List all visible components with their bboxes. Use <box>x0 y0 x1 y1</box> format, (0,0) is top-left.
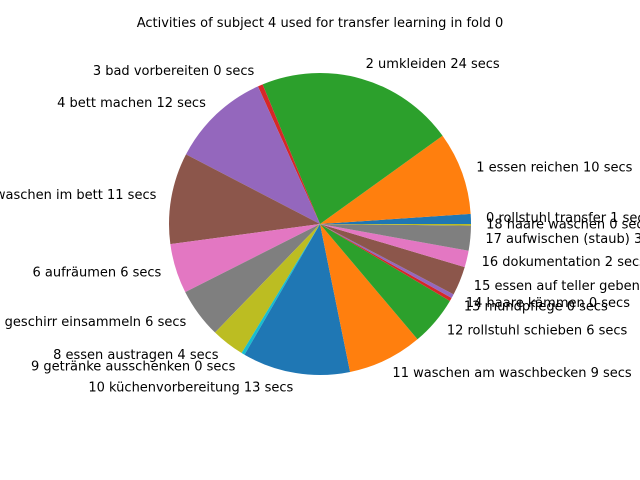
pie-slice-14 <box>320 224 454 299</box>
pie-slice-12 <box>320 224 450 340</box>
pie-slice-18 <box>320 224 471 226</box>
pie-label-17: 17 aufwischen (staub) 3 secs <box>485 232 640 247</box>
pie-slice-1 <box>320 135 471 224</box>
pie-label-6: 6 aufräumen 6 secs <box>32 266 161 281</box>
pie-slice-9 <box>241 224 320 355</box>
pie-slice-15 <box>320 224 465 295</box>
pie-slice-0 <box>320 213 471 224</box>
pie-slice-17 <box>320 224 471 251</box>
pie-slice-5 <box>169 154 320 245</box>
pie-label-12: 12 rollstuhl schieben 6 secs <box>447 324 628 339</box>
pie-label-9: 9 getränke ausschenken 0 secs <box>31 359 236 374</box>
pie-slices <box>169 73 471 375</box>
pie-slice-7 <box>185 224 320 333</box>
pie-labels: 0 rollstuhl transfer 1 secs 1 essen reich… <box>0 57 640 396</box>
pie-label-10: 10 küchenvorbereitung 13 secs <box>88 380 293 395</box>
pie-label-0: 0 rollstuhl transfer 1 secs <box>486 211 640 226</box>
pie-slice-13 <box>320 224 452 301</box>
pie-label-14: 14 haare kämmen 0 secs <box>466 296 630 311</box>
pie-slice-16 <box>320 224 469 268</box>
pie-slice-2 <box>262 73 443 225</box>
pie-slice-10 <box>244 224 351 375</box>
pie-slice-6 <box>170 224 320 293</box>
pie-slice-3 <box>257 84 320 224</box>
pie-label-5: 5 waschen im bett 11 secs <box>0 188 157 203</box>
chart-title: Activities of subject 4 used for transfe… <box>137 16 504 31</box>
pie-label-15: 15 essen auf teller geben 3 secs <box>474 279 640 294</box>
pie-slice-4 <box>185 86 320 225</box>
pie-label-3: 3 bad vorbereiten 0 secs <box>93 64 255 79</box>
pie-slice-8 <box>215 224 320 354</box>
pie-label-13: 13 mundpflege 0 secs <box>464 300 608 315</box>
pie-slice-11 <box>320 224 418 372</box>
pie-label-16: 16 dokumentation 2 secs <box>482 255 640 270</box>
pie-label-11: 11 waschen am waschbecken 9 secs <box>392 366 631 381</box>
pie-label-7: 7 geschirr einsammeln 6 secs <box>0 315 186 330</box>
pie-label-18: 18 haare waschen 0 secs <box>486 217 640 232</box>
pie-label-2: 2 umkleiden 24 secs <box>366 57 500 72</box>
pie-label-4: 4 bett machen 12 secs <box>57 96 206 111</box>
pie-label-8: 8 essen austragen 4 secs <box>53 348 219 363</box>
pie-label-1: 1 essen reichen 10 secs <box>476 160 632 175</box>
